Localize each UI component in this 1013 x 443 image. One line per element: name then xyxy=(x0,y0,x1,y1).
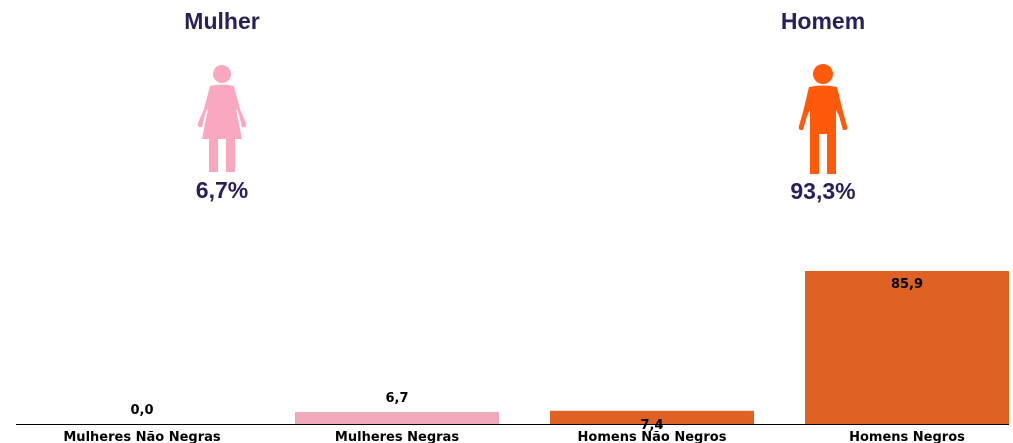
category-label-mulheres-negras: Mulheres Negras xyxy=(335,430,459,443)
male-percent: 93,3% xyxy=(790,178,856,204)
value-label-mulheres-negras: 6,7 xyxy=(385,391,408,406)
value-label-homens-negros: 85,9 xyxy=(891,277,923,292)
female-percent: 6,7% xyxy=(195,177,249,203)
value-label-mulheres-nao-negras: 0,0 xyxy=(130,403,153,418)
male-title: Homem xyxy=(780,8,866,34)
category-label-homens-negros: Homens Negros xyxy=(849,430,965,443)
category-label-homens-nao-negros: Homens Não Negros xyxy=(578,430,727,443)
woman-icon xyxy=(197,65,247,172)
value-label-homens-nao-negros: 7,4 xyxy=(640,418,663,433)
bar-homens-negros xyxy=(805,271,1009,424)
category-label-mulheres-nao-negras: Mulheres Não Negras xyxy=(63,430,221,443)
man-icon xyxy=(798,64,848,174)
bar-mulheres-negras xyxy=(295,412,499,424)
bar-homens-nao-negros xyxy=(550,410,754,424)
female-title: Mulher xyxy=(184,8,260,34)
